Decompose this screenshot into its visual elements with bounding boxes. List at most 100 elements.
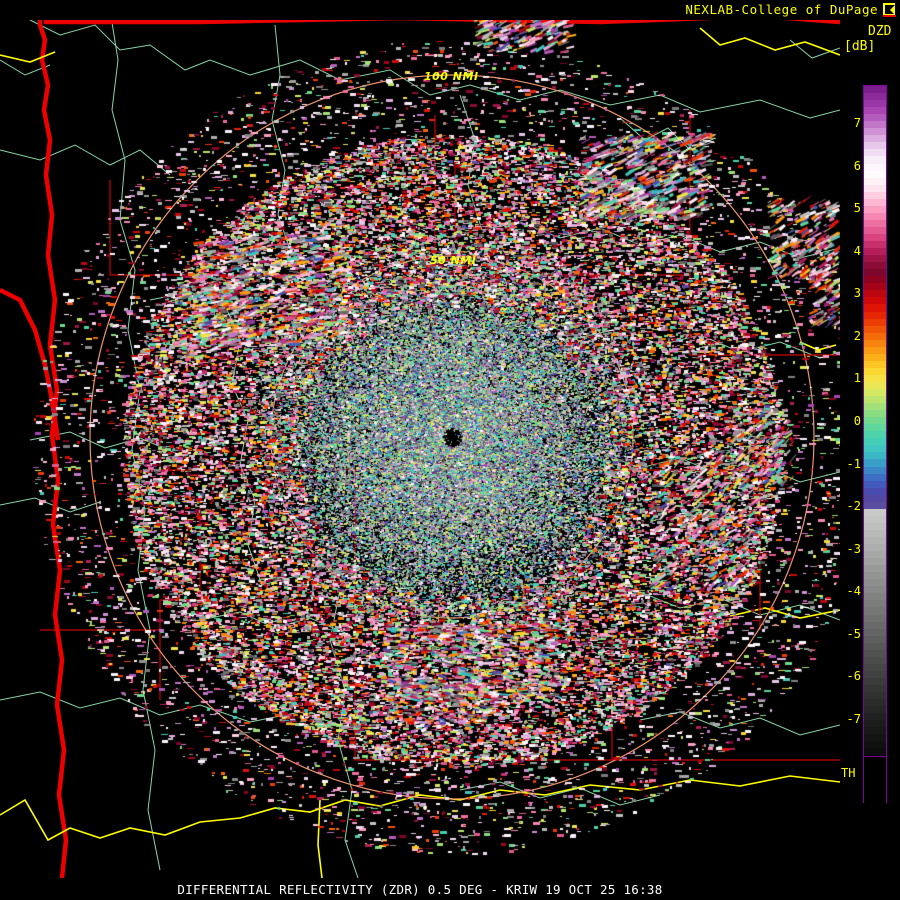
colorbar-segment [864,396,886,404]
colorbar-segment [864,107,886,115]
colorbar-segment [864,191,886,199]
colorbar-segment [864,522,886,530]
colorbar-segment [864,473,886,481]
colorbar-segment [864,656,886,664]
colorbar-segment [864,311,886,319]
colorbar-tick: 2 [853,328,861,343]
colorbar-segment [864,529,886,537]
colorbar-segment [864,332,886,340]
colorbar-segment [864,417,886,425]
colorbar-threshold-label: TH [841,766,856,780]
colorbar-segment [864,142,886,150]
colorbar-segment [864,374,886,382]
colorbar-segment [864,748,886,756]
colorbar-segment [864,100,886,108]
colorbar-segment [864,558,886,566]
colorbar-segment [864,537,886,545]
colorbar-segment [864,233,886,242]
colorbar-segment [864,515,886,523]
colorbar-segment [864,248,886,256]
colorbar-segment [864,149,886,157]
colorbar-tick: 7 [853,116,861,131]
colorbar-segment [864,325,886,333]
colorbar-segment [864,410,886,418]
product-status-text: DIFFERENTIAL REFLECTIVITY (ZDR) 0.5 DEG … [177,882,663,897]
colorbar-segment [864,339,886,347]
colorbar-segment [864,466,886,474]
colorbar-segment [864,114,886,122]
colorbar-segment [864,642,886,650]
colorbar-segment [864,128,886,136]
colorbar-segment [864,353,886,361]
colorbar-segment [864,713,886,721]
colorbar-segment [864,508,886,516]
colorbar-segment [864,494,886,502]
colorbar-segment [864,501,886,509]
colorbar-segment [864,170,886,178]
colorbar-segment [864,276,886,284]
colorbar-tick: -4 [846,584,861,599]
header-bar: NEXLAB-College of DuPage [0,0,900,20]
colorbar-segment [864,670,886,678]
colorbar-segment [864,649,886,657]
colorbar-segment [864,579,886,587]
colorbar-segment [864,226,886,234]
colorbar-segment [864,487,886,495]
range-ring-label-50nmi: 50 NMI [430,254,477,267]
branding-label: NEXLAB-College of DuPage [685,2,878,17]
colorbar-segment [864,198,886,206]
colorbar-segment [864,318,886,326]
colorbar-segment [864,459,886,467]
colorbar-segment [864,720,886,728]
radar-echo-canvas [0,0,840,878]
colorbar-segment [864,290,886,298]
colorbar-segment [864,628,886,636]
colorbar-segment [864,480,886,488]
status-bar: DIFFERENTIAL REFLECTIVITY (ZDR) 0.5 DEG … [0,878,900,900]
colorbar-segment [864,663,886,671]
colorbar-segment [864,741,886,749]
colorbar-segment [864,205,886,213]
colorbar-tick: -3 [846,541,861,556]
colorbar-rail-left [863,757,864,803]
colorbar-gradient[interactable] [863,85,887,757]
colorbar-segment [864,262,886,270]
colorbar-segment [864,445,886,453]
colorbar-segment [864,438,886,446]
map-canvas[interactable]: 100 NMI 50 NMI [0,0,840,878]
colorbar-segment [864,255,886,263]
colorbar-segment [864,156,886,164]
colorbar-panel: DZD [dB] 7 6 5 4 3 2 1 0 -1 -2 -3 -4 -5 -6 -7 TH [840,0,900,878]
colorbar-segment [864,135,886,143]
colorbar-segment [864,212,886,220]
colorbar-segment [864,219,886,227]
cod-logo-icon [883,3,896,17]
colorbar-tick-labels: 7 6 5 4 3 2 1 0 -1 -2 -3 -4 -5 -6 -7 [840,0,900,878]
colorbar-segment [864,283,886,291]
colorbar-segment [864,593,886,601]
colorbar-segment [864,586,886,594]
colorbar-segment [864,403,886,411]
range-ring-label-100nmi: 100 NMI [424,70,479,83]
colorbar-segment [864,727,886,735]
colorbar-segment [864,677,886,685]
colorbar-segment [864,241,886,249]
colorbar-tick: 0 [853,414,861,428]
colorbar-segment [864,621,886,629]
colorbar-segment [864,346,886,354]
colorbar-segment [864,692,886,700]
colorbar-tick: -7 [846,711,861,726]
colorbar-segment [864,269,886,277]
colorbar-tick: 4 [853,243,861,258]
colorbar-tick: -6 [846,669,861,684]
colorbar-segment [864,184,886,192]
colorbar-tick: 5 [853,201,861,216]
colorbar-segment [864,86,886,94]
colorbar-segment [864,614,886,622]
colorbar-segment [864,544,886,552]
colorbar-tick: -1 [846,456,861,471]
colorbar-segment [864,699,886,707]
colorbar-segment [864,360,886,368]
colorbar-segment [864,551,886,559]
